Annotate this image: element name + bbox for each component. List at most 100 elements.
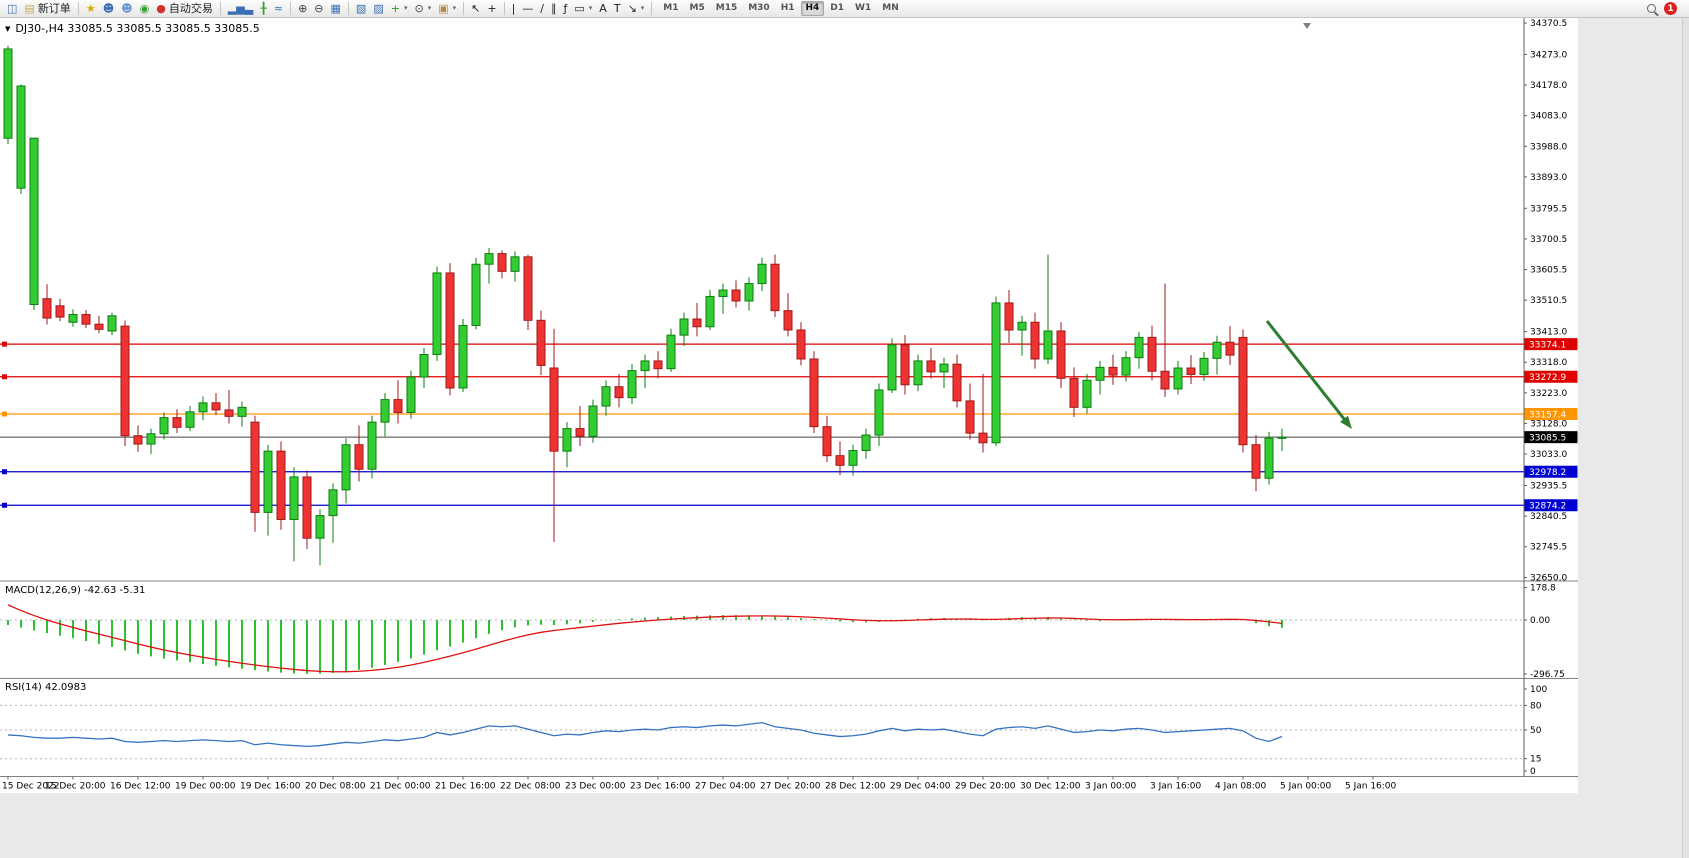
trend-arrow[interactable] [1265, 320, 1348, 423]
bar-chart-icon[interactable]: ▂▅▃ [225, 2, 256, 15]
timeframe-m15[interactable]: M15 [715, 3, 738, 13]
new-order-button[interactable]: ▤ 新订单 [21, 2, 73, 15]
timeframe-m30[interactable]: M30 [748, 3, 770, 13]
timeframe-group: M1 M5 M15 M30 H1 H4 D1 W1 MN [658, 1, 903, 16]
candle [1121, 357, 1131, 376]
candle [679, 318, 689, 336]
autotrading-button-glyph: ● [156, 2, 166, 15]
candle [991, 302, 1001, 444]
timeframe-m1[interactable]: M1 [663, 3, 679, 13]
vertical-scrollbar[interactable] [1682, 18, 1689, 858]
horizontal-line-tool-icon[interactable]: — [519, 2, 536, 15]
timeframe-m5[interactable]: M5 [689, 3, 705, 13]
timeframe-w1[interactable]: W1 [855, 3, 872, 13]
time-axis-label: 15 Dec 20:00 [45, 782, 106, 792]
price-axis-label: 34083.0 [1530, 112, 1567, 122]
arrows-tool-icon[interactable]: ↘ ▾ [625, 2, 648, 15]
timeframe-h4[interactable]: H4 [800, 1, 825, 16]
fibonacci-tool-icon[interactable]: ƒ [561, 2, 571, 15]
candle [1212, 341, 1222, 359]
candle [211, 402, 221, 411]
notification-badge[interactable]: 1 [1664, 2, 1677, 15]
text-tool-icon-glyph: A [599, 2, 607, 15]
indicators-button-glyph: + [390, 2, 400, 15]
cursor-tool-icon-glyph: ↖ [471, 2, 481, 15]
channel-tool-icon[interactable]: ∥ [548, 2, 560, 15]
timeframe-d1[interactable]: D1 [830, 3, 845, 13]
candle [1030, 321, 1040, 360]
tile-windows-icon[interactable]: ▦ [328, 2, 344, 15]
candle [1173, 367, 1183, 390]
time-axis-label: 29 Dec 04:00 [890, 782, 951, 792]
timeframe-mn[interactable]: MN [882, 3, 899, 13]
trendline-tool-icon[interactable]: ∕ [537, 2, 547, 15]
cursor-tool-icon[interactable]: ↖ [468, 2, 483, 15]
candle [341, 444, 351, 491]
candle [159, 417, 169, 435]
crosshair-tool-icon[interactable]: + [484, 2, 499, 15]
candle [250, 421, 260, 513]
time-axis-label: 30 Dec 12:00 [1020, 782, 1081, 792]
time-axis-label: 4 Jan 08:00 [1215, 782, 1267, 792]
label-tool-icon[interactable]: T [611, 2, 624, 15]
zoom-in-icon[interactable]: ⊕ [295, 2, 310, 15]
arrange-windows-icon-glyph: ▨ [373, 2, 384, 15]
candle [887, 344, 897, 391]
vertical-line-tool-icon[interactable]: | [509, 2, 519, 15]
macd-axis-label: -296.75 [1530, 670, 1565, 680]
navigator-icon[interactable]: ☻ [118, 2, 135, 15]
chart-shift-marker[interactable] [1303, 23, 1311, 29]
indicators-button[interactable]: + ▾ [388, 2, 411, 15]
price-tag-33272.9 [1524, 370, 1578, 383]
symbol-dropdown-icon[interactable]: ▼ [5, 24, 11, 33]
macd-axis-label: 0.00 [1530, 616, 1550, 626]
candlestick-series [3, 45, 1287, 566]
templates-button[interactable]: ▣ ▾ [435, 2, 459, 15]
candle [276, 450, 286, 520]
candle [471, 263, 481, 326]
search-icon[interactable] [1647, 4, 1656, 13]
shapes-tool-icon[interactable]: ▭ ▾ [571, 2, 595, 15]
time-axis-label: 5 Jan 00:00 [1280, 782, 1332, 792]
zoom-in-icon-glyph: ⊕ [298, 2, 308, 15]
candle [809, 358, 819, 428]
toolbar-separator [503, 2, 505, 15]
strategy-tester-icon-glyph: ◉ [139, 2, 150, 15]
candle [55, 305, 65, 318]
candle [198, 402, 208, 413]
time-axis-label: 27 Dec 04:00 [695, 782, 756, 792]
new-chart-icon[interactable]: ◫ [4, 2, 20, 15]
price-axis-label: 33893.0 [1530, 173, 1567, 183]
periods-button[interactable]: ⊙ ▾ [411, 2, 434, 15]
chart-window: 34370.5 34273.0 34178.0 34083.0 33988.0 33893… [0, 18, 1578, 793]
line-chart-icon[interactable]: ≈ [271, 2, 286, 15]
cascade-windows-icon[interactable]: ▧ [353, 2, 369, 15]
autotrading-button[interactable]: ● 自动交易 [153, 2, 216, 15]
time-axis-label: 29 Dec 20:00 [955, 782, 1016, 792]
rsi-indicator-label: RSI(14) 42.0983 [5, 682, 87, 693]
candle [1199, 357, 1209, 375]
candlestick-chart-icon[interactable]: ╂ [257, 2, 270, 15]
label-tool-icon-glyph: T [613, 2, 621, 15]
candle [536, 319, 546, 366]
chart-canvas[interactable]: 34370.5 34273.0 34178.0 34083.0 33988.0 33893… [0, 18, 1578, 793]
price-axis-label: 34370.5 [1530, 19, 1567, 29]
shapes-tool-icon-dropdown-icon[interactable]: ▾ [588, 4, 593, 12]
toolbar-right-group: 1 [1647, 2, 1677, 15]
market-watch-icon[interactable]: ☻ [100, 2, 117, 15]
candle [29, 137, 39, 306]
metaeditor-icon[interactable]: ★ [83, 2, 99, 15]
text-tool-icon[interactable]: A [596, 2, 610, 15]
timeframe-h1[interactable]: H1 [780, 3, 795, 13]
strategy-tester-icon[interactable]: ◉ [137, 2, 153, 15]
time-axis-label: 19 Dec 16:00 [240, 782, 301, 792]
arrows-tool-icon-dropdown-icon[interactable]: ▾ [640, 4, 645, 12]
indicators-button-dropdown-icon[interactable]: ▾ [403, 4, 408, 12]
navigator-icon-glyph: ☻ [121, 2, 133, 15]
periods-button-dropdown-icon[interactable]: ▾ [427, 4, 432, 12]
zoom-out-icon[interactable]: ⊖ [311, 2, 326, 15]
templates-button-dropdown-icon[interactable]: ▾ [452, 4, 457, 12]
arrange-windows-icon[interactable]: ▨ [370, 2, 386, 15]
macd-indicator-label: MACD(12,26,9) -42.63 -5.31 [5, 585, 146, 596]
